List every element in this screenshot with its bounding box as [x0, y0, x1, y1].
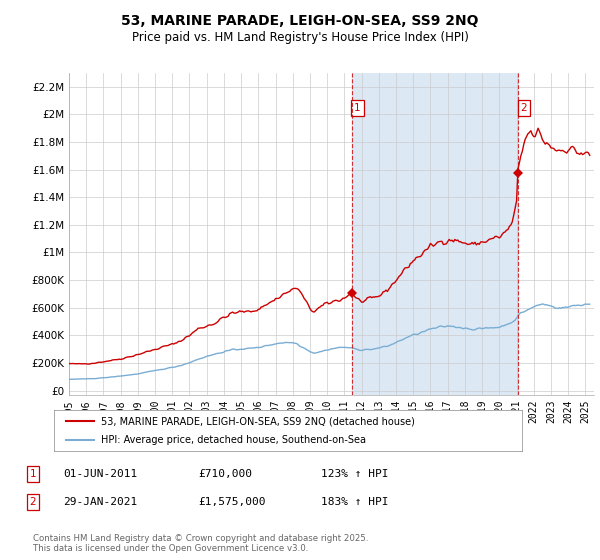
Text: 53, MARINE PARADE, LEIGH-ON-SEA, SS9 2NQ (detached house): 53, MARINE PARADE, LEIGH-ON-SEA, SS9 2NQ…	[101, 417, 415, 426]
Text: £710,000: £710,000	[198, 469, 252, 479]
Text: 53, MARINE PARADE, LEIGH-ON-SEA, SS9 2NQ: 53, MARINE PARADE, LEIGH-ON-SEA, SS9 2NQ	[121, 14, 479, 28]
Text: Price paid vs. HM Land Registry's House Price Index (HPI): Price paid vs. HM Land Registry's House …	[131, 31, 469, 44]
Text: Contains HM Land Registry data © Crown copyright and database right 2025.
This d: Contains HM Land Registry data © Crown c…	[33, 534, 368, 553]
Text: 183% ↑ HPI: 183% ↑ HPI	[321, 497, 389, 507]
Text: 2: 2	[521, 103, 527, 113]
Text: 01-JUN-2011: 01-JUN-2011	[63, 469, 137, 479]
Text: 2: 2	[29, 497, 37, 507]
Text: 1: 1	[354, 103, 361, 113]
Text: HPI: Average price, detached house, Southend-on-Sea: HPI: Average price, detached house, Sout…	[101, 435, 366, 445]
Text: £1,575,000: £1,575,000	[198, 497, 265, 507]
Text: 29-JAN-2021: 29-JAN-2021	[63, 497, 137, 507]
Text: 1: 1	[29, 469, 37, 479]
Text: 123% ↑ HPI: 123% ↑ HPI	[321, 469, 389, 479]
Bar	[352, 73, 518, 395]
